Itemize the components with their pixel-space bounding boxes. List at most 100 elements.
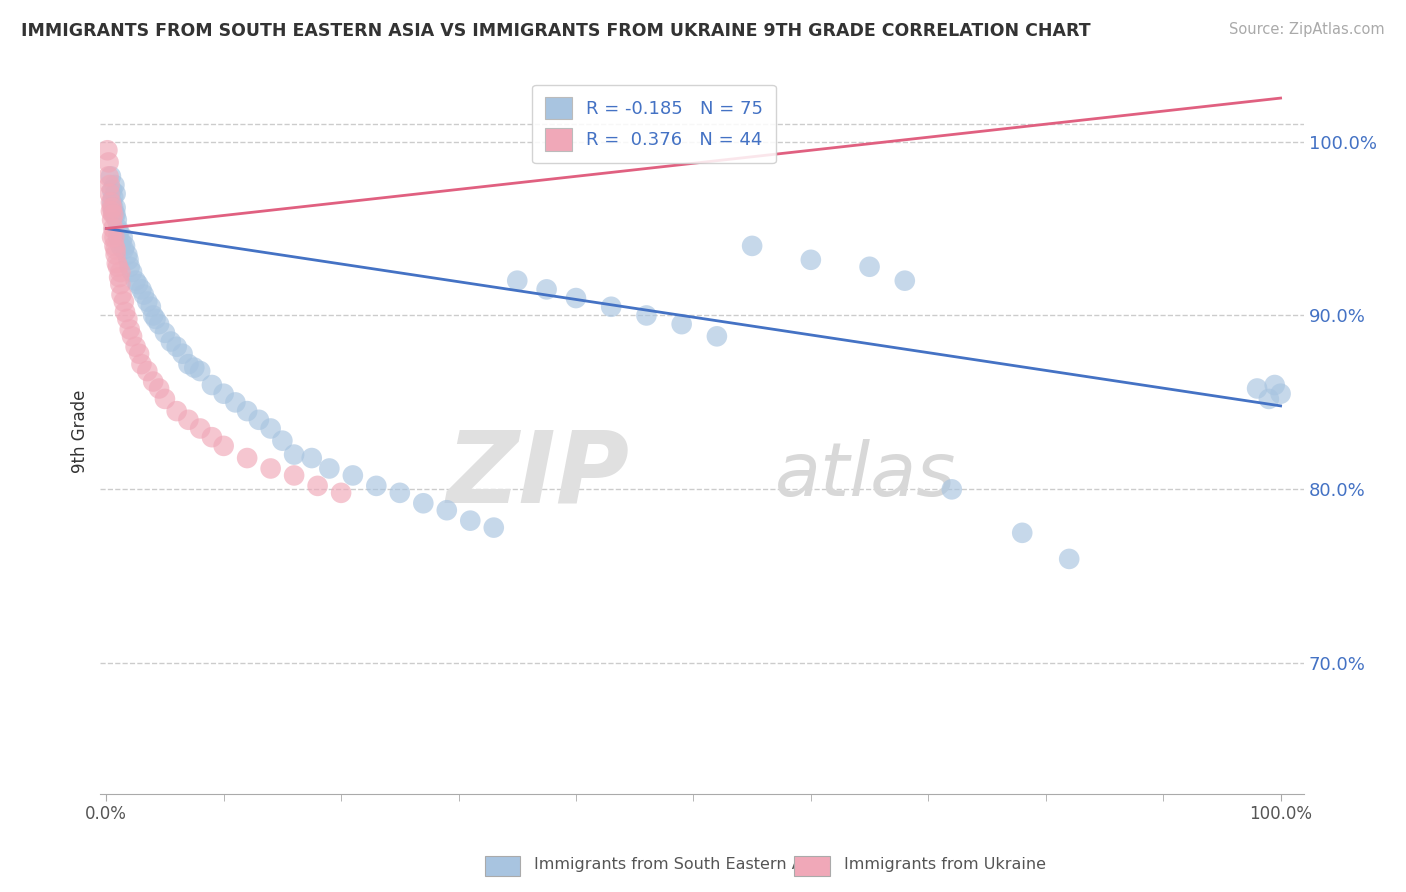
- Point: [96, 143, 118, 157]
- Text: IMMIGRANTS FROM SOUTH EASTERN ASIA VS IMMIGRANTS FROM UKRAINE 9TH GRADE CORRELAT: IMMIGRANTS FROM SOUTH EASTERN ASIA VS IM…: [21, 22, 1091, 40]
- Point: [858, 260, 880, 274]
- Point: [1257, 392, 1279, 406]
- Point: [124, 274, 146, 288]
- Point: [100, 195, 122, 210]
- Point: [110, 235, 132, 250]
- Point: [104, 243, 127, 257]
- Point: [436, 503, 458, 517]
- Y-axis label: 9th Grade: 9th Grade: [72, 390, 89, 473]
- Text: Immigrants from South Eastern Asia: Immigrants from South Eastern Asia: [534, 857, 825, 872]
- Point: [941, 483, 963, 497]
- Point: [741, 239, 763, 253]
- Point: [110, 239, 132, 253]
- Point: [121, 265, 143, 279]
- Point: [800, 252, 823, 267]
- Point: [117, 247, 139, 261]
- Point: [1011, 525, 1033, 540]
- Legend: R = -0.185   N = 75, R =  0.376   N = 44: R = -0.185 N = 75, R = 0.376 N = 44: [531, 85, 776, 163]
- Point: [482, 520, 505, 534]
- Point: [101, 230, 124, 244]
- Text: Source: ZipAtlas.com: Source: ZipAtlas.com: [1229, 22, 1385, 37]
- Point: [110, 277, 132, 292]
- Point: [103, 208, 125, 222]
- Point: [112, 243, 135, 257]
- Point: [166, 340, 188, 354]
- Point: [132, 287, 155, 301]
- Point: [259, 421, 281, 435]
- Point: [1057, 552, 1080, 566]
- Text: Immigrants from Ukraine: Immigrants from Ukraine: [844, 857, 1046, 872]
- Point: [100, 169, 122, 184]
- Point: [159, 334, 181, 349]
- Point: [136, 364, 159, 378]
- Point: [131, 357, 153, 371]
- Point: [103, 190, 125, 204]
- Point: [172, 347, 194, 361]
- Point: [188, 364, 211, 378]
- Point: [105, 256, 128, 270]
- Point: [100, 204, 122, 219]
- Point: [259, 461, 281, 475]
- Point: [110, 265, 132, 279]
- Point: [177, 357, 200, 371]
- Point: [148, 317, 170, 331]
- Point: [108, 225, 131, 239]
- Point: [114, 305, 136, 319]
- Point: [107, 230, 129, 244]
- Point: [112, 294, 135, 309]
- Point: [247, 413, 270, 427]
- Point: [636, 309, 658, 323]
- Point: [153, 392, 176, 406]
- Point: [107, 221, 129, 235]
- Point: [201, 430, 224, 444]
- Point: [330, 486, 353, 500]
- Point: [201, 378, 224, 392]
- Point: [118, 260, 141, 274]
- Point: [1246, 382, 1268, 396]
- Point: [136, 294, 159, 309]
- Point: [101, 212, 124, 227]
- Point: [104, 247, 127, 261]
- Point: [107, 260, 129, 274]
- Point: [110, 287, 132, 301]
- Point: [166, 404, 188, 418]
- Point: [124, 340, 146, 354]
- Point: [183, 360, 205, 375]
- Point: [105, 212, 128, 227]
- Point: [600, 300, 623, 314]
- Point: [894, 274, 917, 288]
- Point: [236, 451, 259, 466]
- Text: ZIP: ZIP: [447, 426, 630, 523]
- Point: [342, 468, 364, 483]
- Point: [412, 496, 434, 510]
- Point: [1270, 386, 1292, 401]
- Point: [103, 201, 125, 215]
- Point: [104, 186, 127, 201]
- Point: [111, 230, 134, 244]
- Point: [318, 461, 340, 475]
- Point: [188, 421, 211, 435]
- Point: [108, 270, 131, 285]
- Point: [458, 514, 481, 528]
- Point: [103, 221, 125, 235]
- Point: [103, 208, 125, 222]
- Point: [117, 312, 139, 326]
- Text: atlas: atlas: [775, 439, 956, 510]
- Point: [103, 230, 125, 244]
- Point: [97, 155, 120, 169]
- Point: [283, 448, 305, 462]
- Point: [142, 309, 165, 323]
- Point: [103, 239, 125, 253]
- Point: [142, 375, 165, 389]
- Point: [671, 317, 693, 331]
- Point: [177, 413, 200, 427]
- Point: [388, 486, 411, 500]
- Point: [565, 291, 588, 305]
- Point: [101, 201, 124, 215]
- Point: [128, 347, 150, 361]
- Point: [1264, 378, 1286, 392]
- Point: [114, 239, 136, 253]
- Point: [98, 186, 121, 201]
- Point: [212, 386, 235, 401]
- Point: [271, 434, 294, 448]
